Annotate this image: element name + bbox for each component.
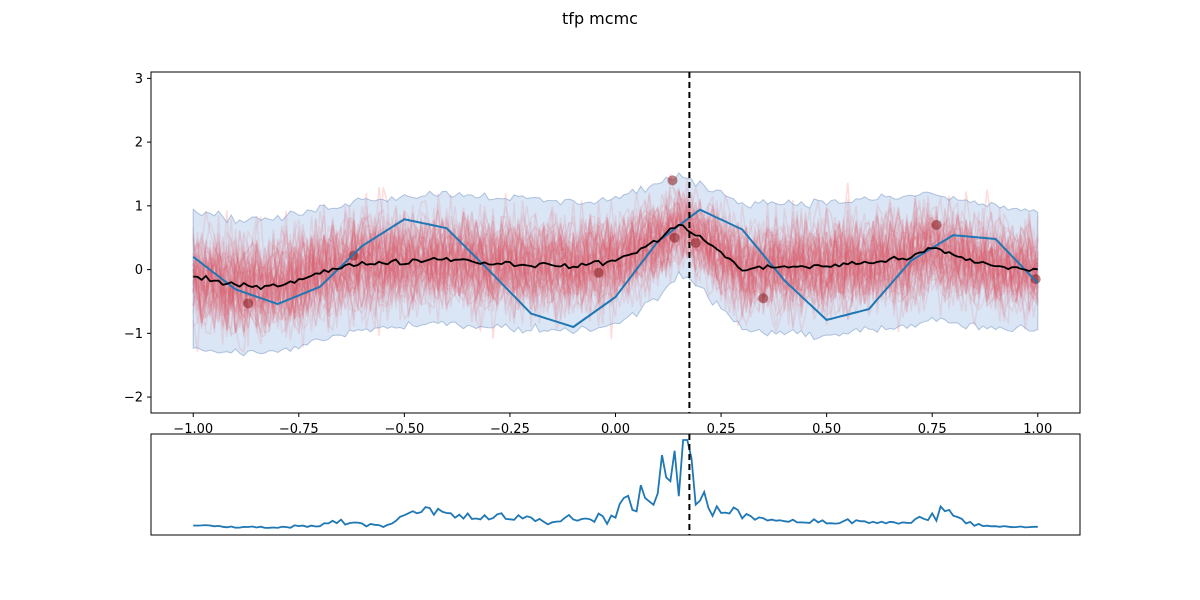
posterior-sample-line xyxy=(192,186,1039,320)
x-tick-label: −1.00 xyxy=(173,422,213,437)
posterior-sample-line xyxy=(192,188,1039,314)
posterior-sample-line xyxy=(192,208,1039,328)
posterior-sample-line xyxy=(192,230,1039,339)
posterior-sample-line xyxy=(192,191,1039,316)
x-tick-label: 0.75 xyxy=(918,422,947,437)
posterior-sample-line xyxy=(192,204,1039,313)
x-tick-label: 0.25 xyxy=(707,422,736,437)
y-tick-label: −2 xyxy=(124,391,143,406)
posterior-sample-line xyxy=(192,209,1039,333)
observation-point xyxy=(1030,274,1041,285)
figure-title: tfp mcmc xyxy=(562,9,638,28)
observation-point xyxy=(931,219,942,230)
observation-point xyxy=(758,293,769,304)
posterior-sample-line xyxy=(192,198,1039,311)
posterior-sample-line xyxy=(192,195,1039,311)
posterior-sample-line xyxy=(192,206,1039,324)
y-tick-label: 3 xyxy=(135,72,143,87)
observation-point xyxy=(669,232,680,243)
posterior-sample-line xyxy=(192,195,1039,333)
y-tick-label: 1 xyxy=(135,199,143,214)
observation-point xyxy=(690,237,701,248)
posterior-sample-line xyxy=(192,213,1039,332)
x-tick-label: 1.00 xyxy=(1023,422,1052,437)
posterior-sample-line xyxy=(192,215,1039,337)
posterior-sample-line xyxy=(192,204,1039,323)
posterior-sample-line xyxy=(192,204,1039,335)
posterior-sample-line xyxy=(192,205,1039,329)
bottom-axes-frame xyxy=(150,433,1081,536)
posterior-sample-line xyxy=(192,221,1039,341)
posterior-sample-line xyxy=(192,224,1039,354)
posterior-sample-line xyxy=(192,192,1039,297)
x-tick-label: −0.50 xyxy=(384,422,424,437)
posterior-sample-line xyxy=(192,207,1038,327)
posterior-sample-line xyxy=(192,202,1039,314)
true-function-line xyxy=(192,208,1039,329)
posterior-sample-line xyxy=(192,207,1039,332)
x-tick-label: −0.25 xyxy=(490,422,530,437)
posterior-sample-line xyxy=(192,210,1039,331)
y-tick-label: 0 xyxy=(135,263,143,278)
posterior-sample-line xyxy=(192,203,1039,301)
bottom-plot-panel xyxy=(150,433,1081,536)
posterior-sample-line xyxy=(192,210,1039,324)
posterior-sample-line xyxy=(192,202,1039,325)
posterior-sample-line xyxy=(192,206,1039,321)
posterior-sample-line xyxy=(192,188,1039,325)
posterior-sample-line xyxy=(192,202,1039,319)
posterior-sample-line xyxy=(192,190,1039,314)
posterior-sample-line xyxy=(192,212,1039,329)
posterior-sample-line xyxy=(192,212,1039,348)
main-plot-panel: −1.00 −0.75 −0.50 −0.25 0.00 0.25 0.50 0.75 1.00… xyxy=(124,71,1081,437)
credible-band xyxy=(192,172,1039,357)
observation-point xyxy=(593,267,604,278)
observation-point xyxy=(667,175,678,186)
posterior-sample-line xyxy=(192,178,1039,304)
posterior-sample-line xyxy=(192,219,1039,338)
posterior-mean-line xyxy=(193,223,1038,291)
x-tick-label: −0.75 xyxy=(279,422,319,437)
y-tick-label: −1 xyxy=(124,327,143,342)
x-tick-label: 0.00 xyxy=(601,422,630,437)
posterior-sample-line xyxy=(192,215,1039,334)
x-tick-label: 0.50 xyxy=(812,422,841,437)
posterior-sample-line xyxy=(192,186,1039,317)
posterior-sample-line xyxy=(192,197,1039,324)
posterior-sample-line xyxy=(192,192,1038,305)
posterior-sample-line xyxy=(192,209,1039,335)
posterior-sample-line xyxy=(192,190,1039,323)
posterior-sample-line xyxy=(192,226,1039,337)
acquisition-line xyxy=(193,439,1038,529)
posterior-sample-line xyxy=(192,173,1039,312)
y-tick-label: 2 xyxy=(135,136,143,151)
posterior-sample-line xyxy=(192,217,1039,336)
posterior-samples xyxy=(192,173,1039,354)
posterior-sample-line xyxy=(192,194,1039,310)
posterior-sample-line xyxy=(192,182,1039,295)
posterior-sample-line xyxy=(192,213,1039,335)
observation-point xyxy=(243,298,254,309)
posterior-sample-line xyxy=(192,205,1039,321)
